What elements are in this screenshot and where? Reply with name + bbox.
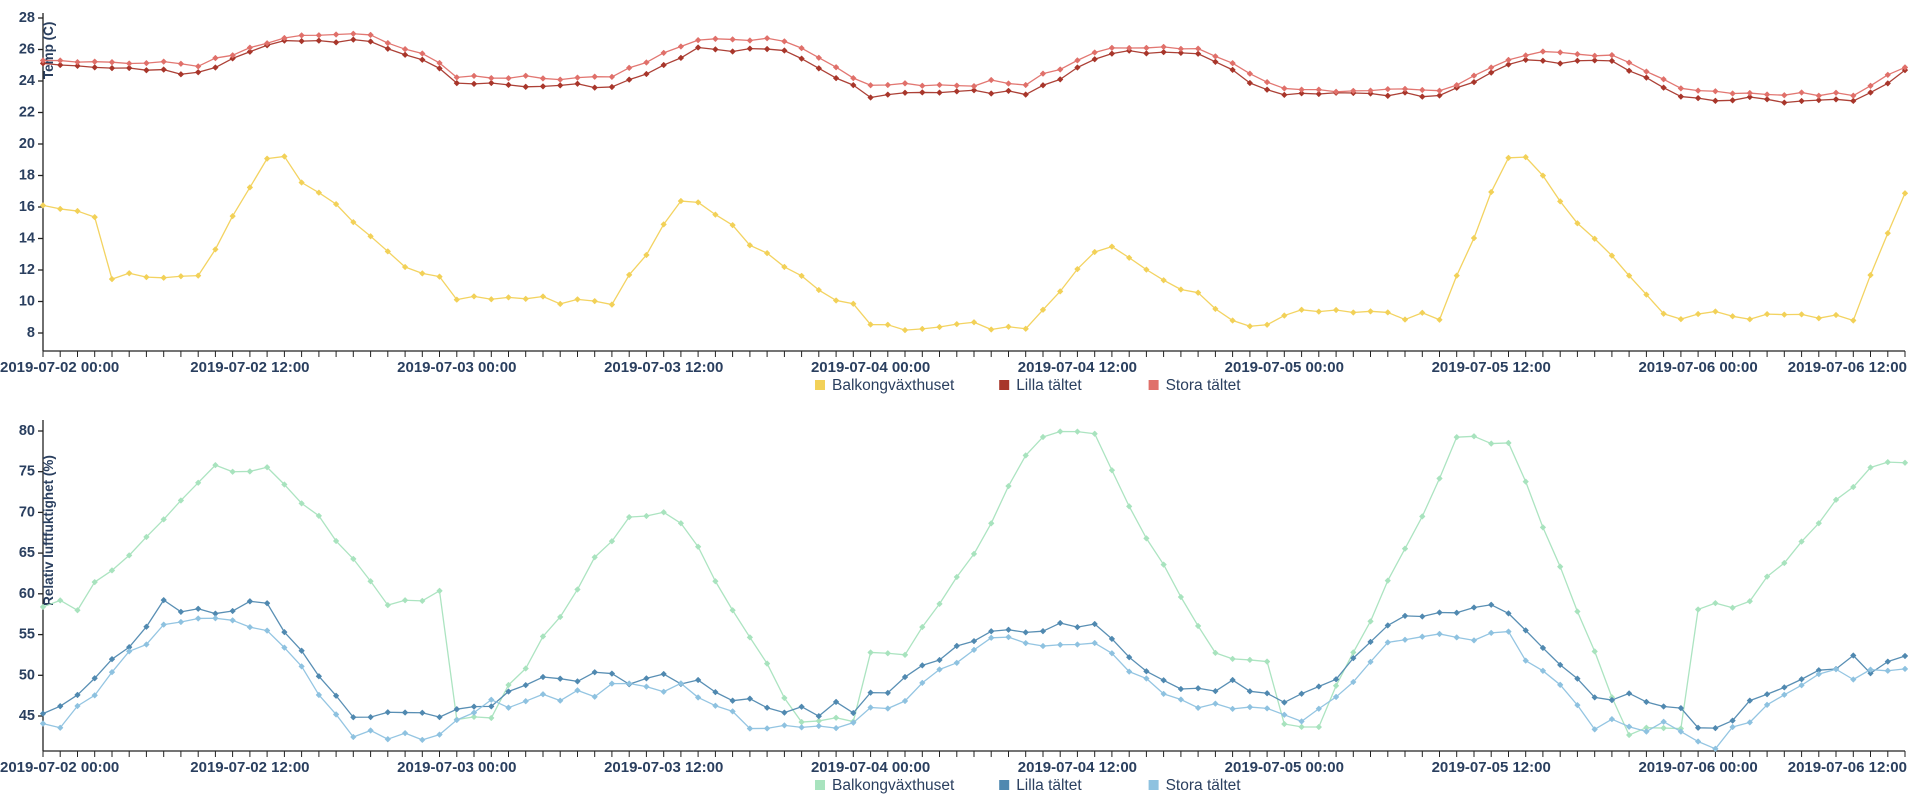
svg-text:24: 24: [19, 73, 35, 89]
svg-text:2019-07-03 12:00: 2019-07-03 12:00: [604, 359, 723, 376]
svg-text:2019-07-04 12:00: 2019-07-04 12:00: [1018, 759, 1137, 776]
svg-text:45: 45: [19, 708, 35, 724]
svg-text:2019-07-02 00:00: 2019-07-02 00:00: [0, 759, 119, 776]
svg-text:50: 50: [19, 667, 35, 683]
svg-text:Temp (C): Temp (C): [41, 22, 56, 80]
svg-text:2019-07-05 12:00: 2019-07-05 12:00: [1432, 359, 1551, 376]
svg-text:2019-07-03 00:00: 2019-07-03 00:00: [397, 359, 516, 376]
svg-text:2019-07-04 00:00: 2019-07-04 00:00: [811, 359, 930, 376]
svg-text:8: 8: [27, 325, 35, 341]
svg-text:12: 12: [19, 262, 35, 278]
svg-text:2019-07-02 12:00: 2019-07-02 12:00: [190, 759, 309, 776]
svg-text:65: 65: [19, 545, 35, 561]
svg-text:Balkongväxthuset: Balkongväxthuset: [832, 377, 955, 394]
svg-text:60: 60: [19, 586, 35, 602]
svg-text:75: 75: [19, 464, 35, 480]
svg-text:2019-07-06 00:00: 2019-07-06 00:00: [1638, 759, 1757, 776]
svg-text:10: 10: [19, 294, 35, 310]
svg-text:2019-07-05 00:00: 2019-07-05 00:00: [1225, 759, 1344, 776]
svg-text:20: 20: [19, 136, 35, 152]
svg-text:80: 80: [19, 423, 35, 439]
svg-text:Balkongväxthuset: Balkongväxthuset: [832, 777, 955, 794]
svg-text:Stora tältet: Stora tältet: [1166, 377, 1242, 394]
svg-text:55: 55: [19, 627, 35, 643]
svg-text:14: 14: [19, 231, 35, 247]
svg-text:2019-07-06 12:00: 2019-07-06 12:00: [1788, 359, 1907, 376]
svg-text:2019-07-05 12:00: 2019-07-05 12:00: [1432, 759, 1551, 776]
svg-text:2019-07-03 12:00: 2019-07-03 12:00: [604, 759, 723, 776]
svg-text:2019-07-02 12:00: 2019-07-02 12:00: [190, 359, 309, 376]
svg-text:2019-07-02 00:00: 2019-07-02 00:00: [0, 359, 119, 376]
svg-text:16: 16: [19, 199, 35, 215]
svg-text:2019-07-06 12:00: 2019-07-06 12:00: [1788, 759, 1907, 776]
svg-text:2019-07-03 00:00: 2019-07-03 00:00: [397, 759, 516, 776]
svg-text:28: 28: [19, 10, 35, 26]
svg-text:2019-07-04 12:00: 2019-07-04 12:00: [1018, 359, 1137, 376]
svg-text:2019-07-04 00:00: 2019-07-04 00:00: [811, 759, 930, 776]
svg-text:Stora tältet: Stora tältet: [1166, 777, 1242, 794]
svg-text:2019-07-06 00:00: 2019-07-06 00:00: [1638, 359, 1757, 376]
svg-text:70: 70: [19, 504, 35, 520]
svg-text:22: 22: [19, 105, 35, 121]
svg-text:2019-07-05 00:00: 2019-07-05 00:00: [1225, 359, 1344, 376]
svg-text:Lilla tältet: Lilla tältet: [1016, 377, 1082, 394]
svg-text:Lilla tältet: Lilla tältet: [1016, 777, 1082, 794]
svg-text:26: 26: [19, 42, 35, 58]
svg-text:Relativ luftfuktighet (%): Relativ luftfuktighet (%): [41, 455, 56, 606]
svg-text:18: 18: [19, 168, 35, 184]
